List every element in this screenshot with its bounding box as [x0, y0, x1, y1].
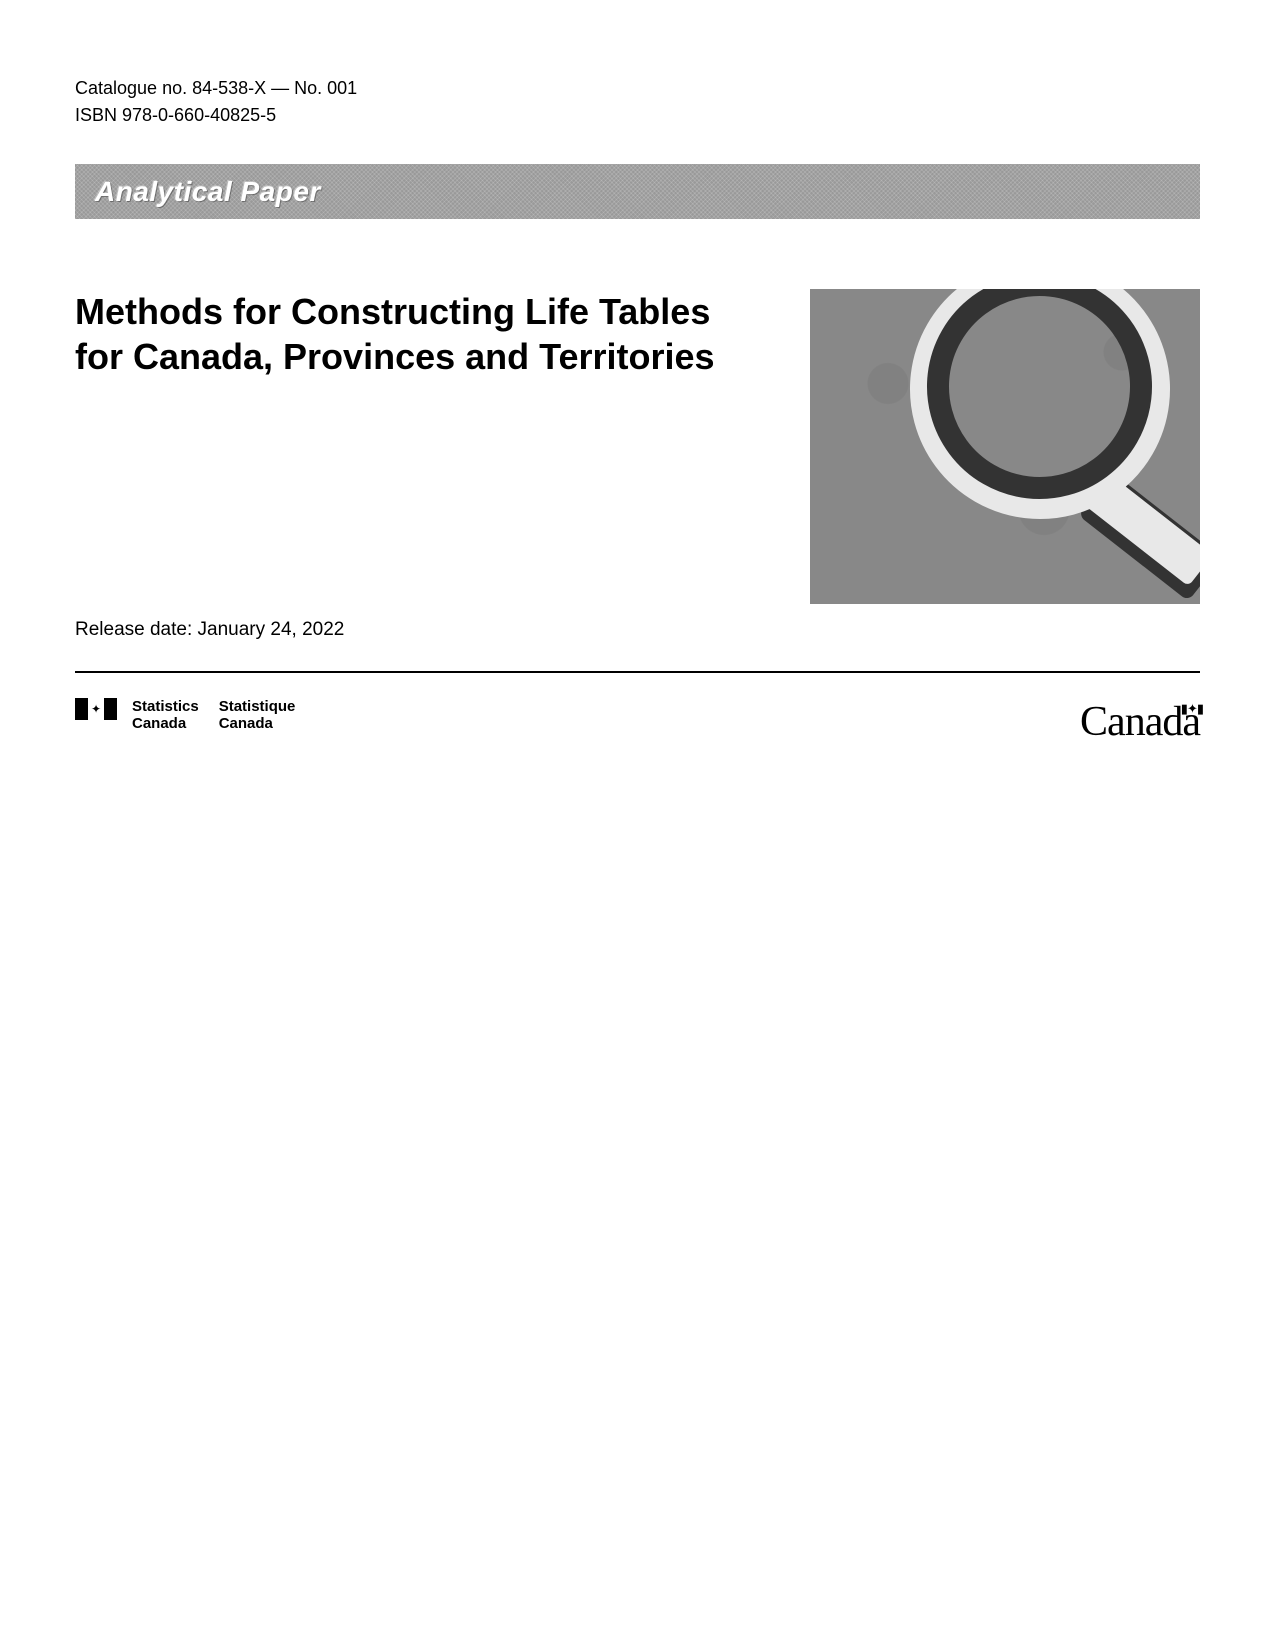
stats-french: Statistique Canada — [219, 698, 296, 733]
stats-en-line2: Canada — [132, 715, 186, 732]
content-row: Methods for Constructing Life Tables for… — [75, 289, 1200, 604]
isbn-number: ISBN 978-0-660-40825-5 — [75, 102, 1200, 129]
horizontal-divider — [75, 671, 1200, 673]
canada-wordmark: Canada ▮✦▮ — [1080, 698, 1200, 746]
flag-maple-leaf: ✦ — [88, 698, 104, 720]
stats-fr-line1: Statistique — [219, 698, 296, 715]
wordmark-flag-icon: ▮✦▮ — [1181, 702, 1203, 715]
catalogue-info: Catalogue no. 84-538-X — No. 001 ISBN 97… — [75, 75, 1200, 129]
document-title: Methods for Constructing Life Tables for… — [75, 289, 770, 379]
title-line2: for Canada, Provinces and Territories — [75, 336, 715, 377]
footer-row: ✦ Statistics Canada Statistique Canada C… — [75, 698, 1200, 746]
flag-bar-left — [75, 698, 88, 720]
analytical-paper-banner: Analytical Paper — [75, 164, 1200, 219]
banner-text: Analytical Paper — [95, 176, 321, 207]
title-line1: Methods for Constructing Life Tables — [75, 291, 710, 332]
flag-bar-right — [104, 698, 117, 720]
cover-graphic — [810, 289, 1200, 604]
government-logos: ✦ Statistics Canada Statistique Canada — [75, 698, 295, 733]
stats-fr-line2: Canada — [219, 715, 273, 732]
stats-english: Statistics Canada — [132, 698, 199, 733]
release-date: Release date: January 24, 2022 — [75, 619, 1200, 641]
title-block: Methods for Constructing Life Tables for… — [75, 289, 810, 379]
catalogue-number: Catalogue no. 84-538-X — No. 001 — [75, 75, 1200, 102]
stats-en-line1: Statistics — [132, 698, 199, 715]
canada-flag-icon: ✦ — [75, 698, 117, 720]
statistics-canada-text: Statistics Canada Statistique Canada — [132, 698, 295, 733]
